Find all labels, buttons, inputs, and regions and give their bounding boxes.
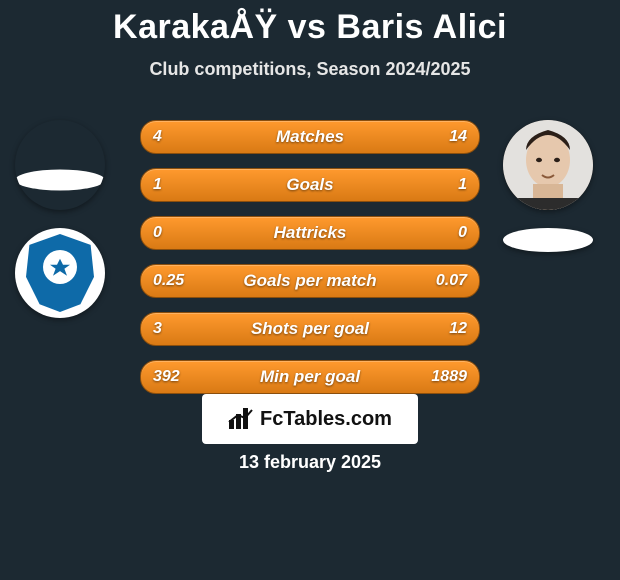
page-title: KarakaÅŸ vs Baris Alici xyxy=(0,0,620,47)
source-badge-label: FcTables.com xyxy=(260,408,392,431)
stat-label: Matches xyxy=(141,121,479,153)
comparison-card: KarakaÅŸ vs Baris Alici Club competition… xyxy=(0,0,620,580)
stat-value-right: 0.07 xyxy=(436,265,467,297)
club-badge-icon xyxy=(26,234,94,312)
stat-label: Min per goal xyxy=(141,361,479,393)
stat-row: 4Matches14 xyxy=(140,120,480,154)
player-left-column xyxy=(10,120,110,318)
stat-row: 0.25Goals per match0.07 xyxy=(140,264,480,298)
stat-label: Goals per match xyxy=(141,265,479,297)
stat-label: Hattricks xyxy=(141,217,479,249)
player-right-column xyxy=(498,120,598,252)
subtitle: Club competitions, Season 2024/2025 xyxy=(0,59,620,80)
stat-value-right: 0 xyxy=(458,217,467,249)
stat-row: 392Min per goal1889 xyxy=(140,360,480,394)
player-right-photo xyxy=(503,120,593,210)
stat-label: Shots per goal xyxy=(141,313,479,345)
stat-value-right: 1 xyxy=(458,169,467,201)
stat-row: 0Hattricks0 xyxy=(140,216,480,250)
bars-icon xyxy=(228,408,254,430)
player-left-photo xyxy=(15,120,105,210)
source-badge[interactable]: FcTables.com xyxy=(202,394,418,444)
player-left-club-badge xyxy=(15,228,105,318)
stat-label: Goals xyxy=(141,169,479,201)
stats-table: 4Matches14 1Goals1 0Hattricks0 0.25Goals pe… xyxy=(140,120,480,408)
stat-value-right: 12 xyxy=(449,313,467,345)
stat-row: 1Goals1 xyxy=(140,168,480,202)
stat-value-right: 14 xyxy=(449,121,467,153)
face-icon xyxy=(503,120,593,210)
stat-row: 3Shots per goal12 xyxy=(140,312,480,346)
stat-value-right: 1889 xyxy=(431,361,467,393)
player-right-club-badge xyxy=(503,228,593,252)
date-label: 13 february 2025 xyxy=(0,452,620,473)
